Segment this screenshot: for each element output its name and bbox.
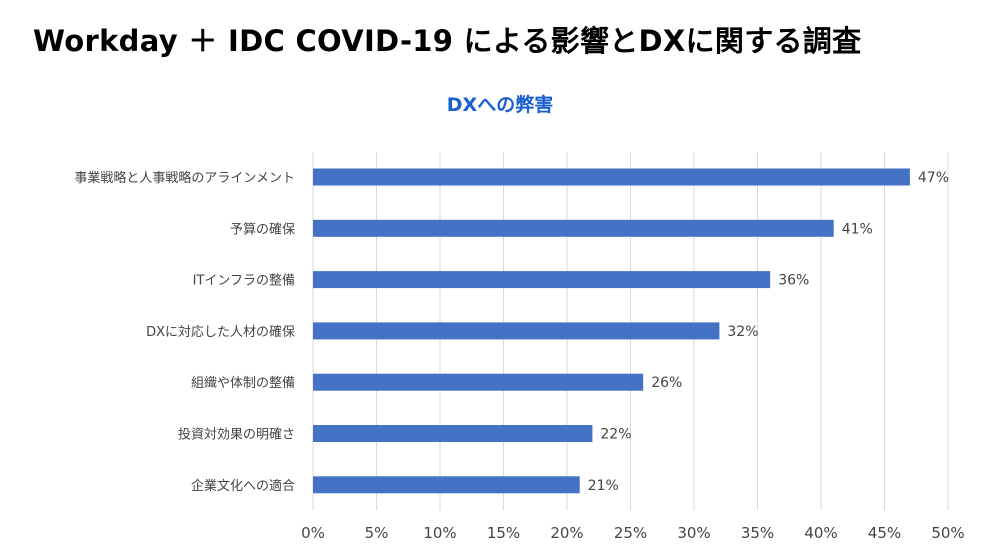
bar [313, 322, 720, 340]
category-label: 企業文化への適合 [191, 478, 295, 494]
data-label: 47% [918, 170, 949, 186]
data-label: 41% [842, 221, 873, 237]
data-label: 32% [727, 324, 758, 340]
category-label: 組織や体制の整備 [191, 375, 295, 391]
x-tick-label: 5% [365, 524, 389, 542]
x-tick-label: 15% [487, 524, 520, 542]
category-label: DXに対応した人材の確保 [146, 324, 295, 340]
bar [313, 373, 644, 391]
data-label: 22% [600, 427, 631, 443]
category-label: 事業戦略と人事戦略のアラインメント [74, 170, 295, 186]
x-tick-label: 20% [550, 524, 583, 542]
x-tick-label: 10% [423, 524, 456, 542]
bar [313, 219, 834, 237]
x-tick-label: 40% [804, 524, 837, 542]
bar [313, 168, 910, 186]
bar [313, 476, 580, 494]
chart-title: DXへの弊害 [446, 94, 554, 116]
x-tick-label: 35% [741, 524, 774, 542]
x-tick-label: 50% [931, 524, 964, 542]
category-label: 投資対効果の明確さ [178, 427, 295, 443]
x-tick-label: 45% [868, 524, 901, 542]
category-label: 予算の確保 [230, 221, 295, 237]
data-label: 36% [778, 273, 809, 289]
data-label: 26% [651, 375, 682, 391]
category-label: ITインフラの整備 [193, 273, 295, 289]
page-title: Workday ＋ IDC COVID-19 による影響とDXに関する調査 [33, 24, 862, 58]
x-tick-label: 25% [614, 524, 647, 542]
x-tick-label: 0% [301, 524, 325, 542]
bar [313, 425, 593, 442]
x-tick-label: 30% [677, 524, 710, 542]
bar [313, 271, 771, 289]
data-label: 21% [588, 478, 619, 494]
